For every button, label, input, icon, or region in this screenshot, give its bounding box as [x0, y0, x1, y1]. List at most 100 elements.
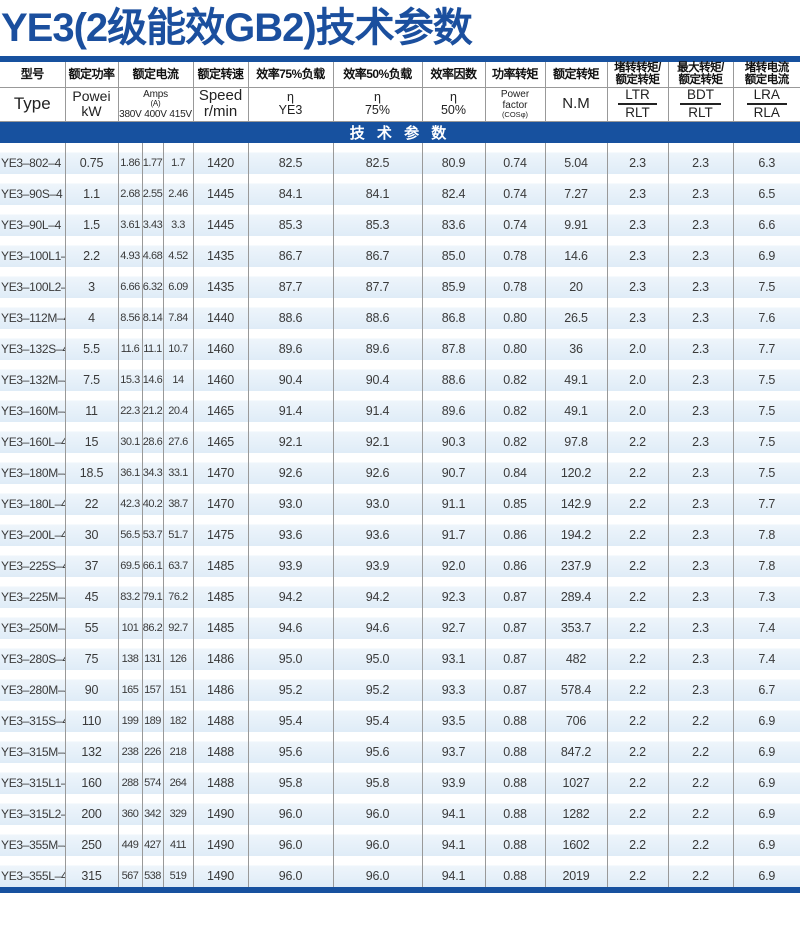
cell-rated-torque: 237.9	[545, 546, 608, 578]
col-header-eff50-en: η 75%	[333, 87, 423, 123]
cell-speed: 1488	[193, 732, 249, 764]
cell-bdt-rlt: 2.3	[668, 453, 734, 485]
cell-efficiency-factor: 93.9	[422, 763, 486, 795]
cell-amps-380v: 288	[118, 763, 143, 795]
cell-efficiency-75: 85.3	[248, 205, 334, 237]
cell-efficiency-50: 89.6	[333, 329, 423, 361]
cell-efficiency-75: 91.4	[248, 391, 334, 423]
cell-bdt-rlt: 2.3	[668, 205, 734, 237]
cell-efficiency-50: 93.0	[333, 484, 423, 516]
cell-amps-415v: 14	[163, 360, 194, 392]
page: YE3(2级能效GB2)技术参数 型号 额定功率 额定电流 额定转速 效率75%…	[0, 5, 800, 894]
cell-ltr-rlt: 2.2	[607, 794, 669, 826]
cell-amps-415v: 519	[163, 856, 194, 888]
cell-amps-415v: 411	[163, 825, 194, 857]
cell-model: YE3–250M–4	[0, 608, 66, 640]
cell-amps-415v: 1.7	[163, 143, 194, 175]
cell-amps-400v: 226	[142, 732, 164, 764]
cell-efficiency-75: 92.6	[248, 453, 334, 485]
cell-amps-415v: 3.3	[163, 205, 194, 237]
cell-rated-power: 18.5	[65, 453, 119, 485]
table-row: YE3–180L–4 22 42.3 40.2 38.7 1470 93.0 9…	[0, 484, 800, 516]
cell-amps-400v: 6.32	[142, 267, 164, 299]
cell-amps-400v: 86.2	[142, 608, 164, 640]
col-header-ltr-en: LTR RLT	[607, 87, 669, 123]
cell-amps-400v: 427	[142, 825, 164, 857]
table-row: YE3–160L–4 15 30.1 28.6 27.6 1465 92.1 9…	[0, 422, 800, 454]
cell-speed: 1460	[193, 360, 249, 392]
cell-rated-power: 7.5	[65, 360, 119, 392]
cell-speed: 1488	[193, 763, 249, 795]
cell-speed: 1485	[193, 546, 249, 578]
cell-ltr-rlt: 2.3	[607, 267, 669, 299]
col-header-factor-en: η 50%	[422, 87, 486, 123]
cell-rated-torque: 847.2	[545, 732, 608, 764]
cell-rated-power: 15	[65, 422, 119, 454]
header-row-en: Type Powei kW Amps (A) 380V 400V 415V Sp…	[0, 87, 800, 123]
col-header-cos-en: Power factor (COSφ)	[485, 87, 546, 123]
cell-efficiency-50: 93.6	[333, 515, 423, 547]
table-row: YE3–160M–4 11 22.3 21.2 20.4 1465 91.4 9…	[0, 391, 800, 423]
cell-ltr-rlt: 2.2	[607, 422, 669, 454]
cell-amps-415v: 6.09	[163, 267, 194, 299]
cell-efficiency-factor: 93.7	[422, 732, 486, 764]
cell-speed: 1490	[193, 794, 249, 826]
cell-amps-415v: 10.7	[163, 329, 194, 361]
cell-power-factor: 0.84	[485, 453, 546, 485]
cell-lra-rla: 6.9	[733, 763, 800, 795]
cell-ltr-rlt: 2.3	[607, 205, 669, 237]
cell-amps-380v: 1.86	[118, 143, 143, 175]
table-row: YE3–315S–4 110 199 189 182 1488 95.4 95.…	[0, 701, 800, 733]
cell-amps-380v: 36.1	[118, 453, 143, 485]
cell-efficiency-75: 95.0	[248, 639, 334, 671]
cell-efficiency-75: 95.4	[248, 701, 334, 733]
cell-lra-rla: 7.4	[733, 608, 800, 640]
cell-speed: 1465	[193, 422, 249, 454]
cell-power-factor: 0.88	[485, 856, 546, 888]
cell-rated-torque: 482	[545, 639, 608, 671]
cell-rated-power: 45	[65, 577, 119, 609]
cell-lra-rla: 7.3	[733, 577, 800, 609]
cell-power-factor: 0.88	[485, 732, 546, 764]
cell-amps-400v: 157	[142, 670, 164, 702]
cell-amps-400v: 79.1	[142, 577, 164, 609]
cell-amps-400v: 53.7	[142, 515, 164, 547]
cell-bdt-rlt: 2.2	[668, 825, 734, 857]
cell-rated-power: 3	[65, 267, 119, 299]
cell-efficiency-factor: 92.7	[422, 608, 486, 640]
cell-efficiency-50: 96.0	[333, 825, 423, 857]
cell-rated-power: 200	[65, 794, 119, 826]
cell-efficiency-factor: 87.8	[422, 329, 486, 361]
cell-amps-400v: 8.14	[142, 298, 164, 330]
spec-table: 型号 额定功率 额定电流 额定转速 效率75%负载 效率50%负载 效率因数 功…	[0, 62, 800, 888]
cell-bdt-rlt: 2.2	[668, 794, 734, 826]
cell-bdt-rlt: 2.2	[668, 732, 734, 764]
cell-bdt-rlt: 2.3	[668, 143, 734, 175]
cell-power-factor: 0.88	[485, 701, 546, 733]
cell-lra-rla: 7.5	[733, 422, 800, 454]
cell-efficiency-50: 87.7	[333, 267, 423, 299]
cell-amps-380v: 83.2	[118, 577, 143, 609]
cell-amps-380v: 6.66	[118, 267, 143, 299]
cell-model: YE3–315S–4	[0, 701, 66, 733]
cell-efficiency-75: 96.0	[248, 794, 334, 826]
cell-amps-415v: 38.7	[163, 484, 194, 516]
col-header-speed-cn: 额定转速	[193, 62, 249, 88]
cell-lra-rla: 7.7	[733, 484, 800, 516]
cell-rated-power: 75	[65, 639, 119, 671]
cell-model: YE3–112M–4	[0, 298, 66, 330]
cell-rated-torque: 1027	[545, 763, 608, 795]
cell-efficiency-50: 96.0	[333, 794, 423, 826]
cell-lra-rla: 7.7	[733, 329, 800, 361]
cell-rated-torque: 120.2	[545, 453, 608, 485]
cell-efficiency-75: 95.8	[248, 763, 334, 795]
col-header-eff50-cn: 效率50%负载	[333, 62, 423, 88]
col-header-power-cn: 额定功率	[65, 62, 119, 88]
cell-amps-400v: 131	[142, 639, 164, 671]
cell-amps-380v: 56.5	[118, 515, 143, 547]
cell-amps-380v: 567	[118, 856, 143, 888]
cell-speed: 1490	[193, 856, 249, 888]
table-row: YE3–280S–4 75 138 131 126 1486 95.0 95.0…	[0, 639, 800, 671]
cell-efficiency-factor: 92.3	[422, 577, 486, 609]
cell-amps-380v: 15.3	[118, 360, 143, 392]
